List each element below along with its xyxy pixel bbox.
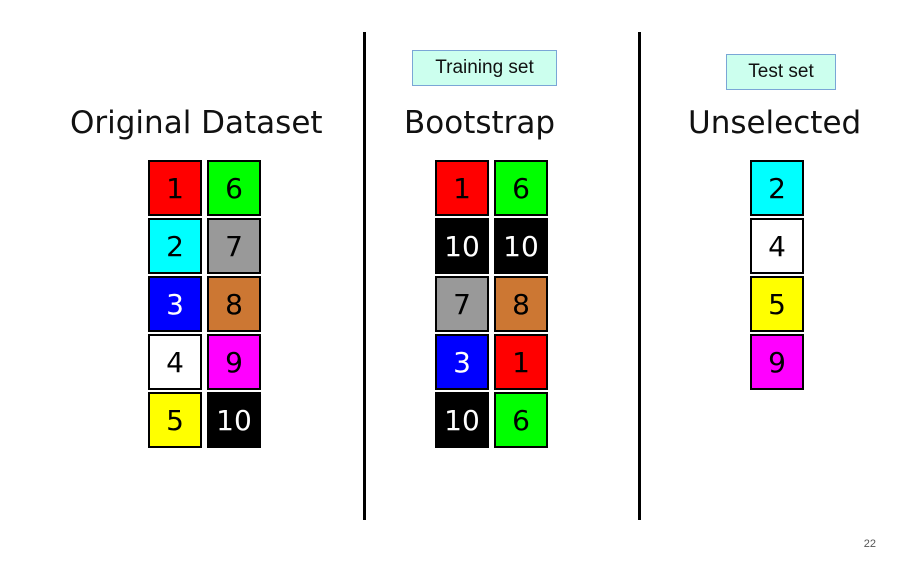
page-number: 22 xyxy=(863,538,876,550)
sample-cell: 1 xyxy=(148,160,202,216)
sample-cell: 3 xyxy=(148,276,202,332)
training-set-label: Training set xyxy=(412,50,557,86)
sample-cell: 2 xyxy=(148,218,202,274)
sample-cell: 2 xyxy=(750,160,804,216)
sample-cell: 10 xyxy=(494,218,548,274)
sample-cell: 8 xyxy=(207,276,261,332)
unselected-heading: Unselected xyxy=(688,105,862,141)
bootstrap-column-1: 1 10 7 3 10 xyxy=(435,160,489,450)
section-divider-right xyxy=(638,32,641,520)
original-dataset-heading: Original Dataset xyxy=(70,105,323,141)
test-set-label: Test set xyxy=(726,54,836,90)
sample-cell: 4 xyxy=(750,218,804,274)
sample-cell: 10 xyxy=(207,392,261,448)
sample-cell: 9 xyxy=(750,334,804,390)
section-divider-left xyxy=(363,32,366,520)
sample-cell: 9 xyxy=(207,334,261,390)
sample-cell: 4 xyxy=(148,334,202,390)
sample-cell: 1 xyxy=(494,334,548,390)
bootstrap-heading: Bootstrap xyxy=(404,105,556,141)
sample-cell: 7 xyxy=(435,276,489,332)
sample-cell: 10 xyxy=(435,392,489,448)
original-column-2: 6 7 8 9 10 xyxy=(207,160,261,450)
sample-cell: 1 xyxy=(435,160,489,216)
sample-cell: 6 xyxy=(494,392,548,448)
sample-cell: 5 xyxy=(750,276,804,332)
sample-cell: 6 xyxy=(207,160,261,216)
sample-cell: 8 xyxy=(494,276,548,332)
sample-cell: 3 xyxy=(435,334,489,390)
sample-cell: 7 xyxy=(207,218,261,274)
bootstrap-column-2: 6 10 8 1 6 xyxy=(494,160,548,450)
sample-cell: 10 xyxy=(435,218,489,274)
sample-cell: 6 xyxy=(494,160,548,216)
sample-cell: 5 xyxy=(148,392,202,448)
